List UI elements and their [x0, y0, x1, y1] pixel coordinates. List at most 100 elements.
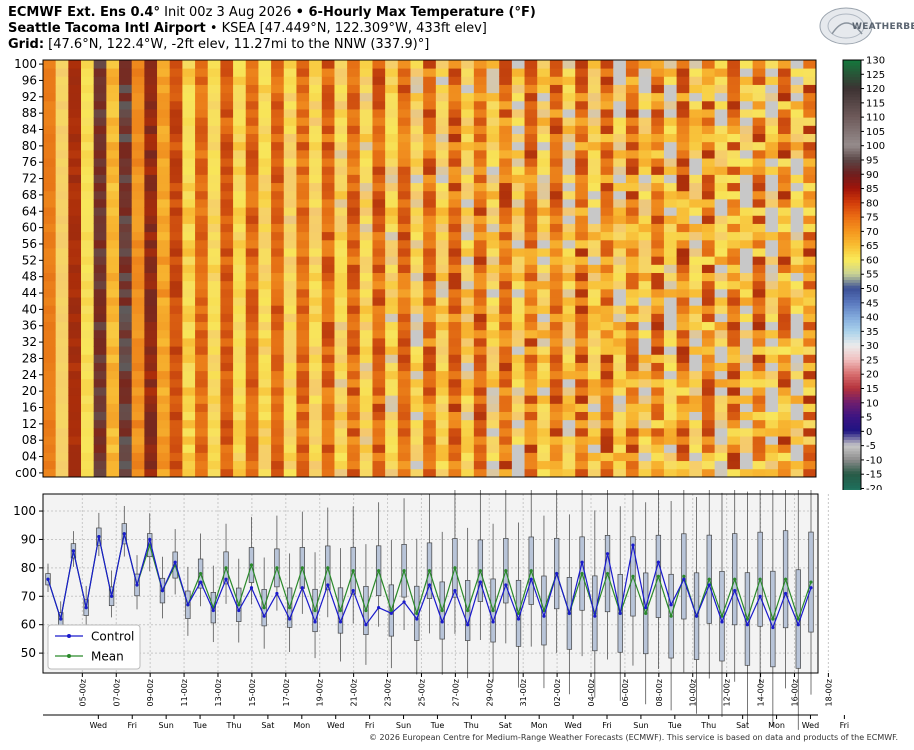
heatmap-cell	[81, 109, 95, 118]
plume-x-tick-label: 29-00z	[485, 679, 494, 706]
heatmap-cell	[537, 182, 551, 192]
heatmap-cell	[106, 395, 120, 404]
heatmap-cell	[739, 125, 754, 134]
heatmap-cell	[689, 452, 703, 462]
heatmap-cell	[93, 100, 107, 110]
heatmap-cell	[93, 109, 107, 118]
heatmap-cell	[169, 166, 183, 175]
heatmap-cell	[220, 68, 234, 77]
heatmap-cell	[144, 109, 158, 118]
heatmap-cell	[258, 125, 272, 134]
heatmap-cell	[271, 264, 285, 273]
heatmap-cell	[321, 288, 335, 298]
colorbar-segment	[843, 388, 861, 392]
heatmap-cell	[549, 321, 563, 331]
heatmap-y-tick-label: 96	[22, 73, 37, 87]
heatmap-cell	[182, 444, 196, 453]
day-label: Thu	[225, 721, 241, 730]
heatmap-cell	[359, 174, 373, 184]
heatmap-cell	[359, 460, 373, 470]
heatmap-cell	[714, 109, 728, 118]
heatmap-cell	[220, 419, 234, 429]
heatmap-cell	[689, 468, 703, 478]
heatmap-cell	[195, 362, 209, 372]
heatmap-cell	[397, 362, 411, 372]
colorbar-segment	[843, 228, 861, 232]
heatmap-cell	[777, 125, 792, 134]
heatmap-cell	[55, 305, 69, 314]
heatmap-cell	[790, 248, 804, 257]
heatmap-cell	[448, 174, 462, 184]
heatmap-cell	[81, 329, 95, 339]
heatmap-cell	[93, 362, 107, 372]
heatmap-cell	[55, 248, 69, 257]
heatmap-cell	[309, 149, 323, 159]
heatmap-cell	[385, 239, 399, 249]
heatmap-cell	[43, 182, 57, 192]
heatmap-cell	[613, 403, 627, 412]
heatmap-cell	[93, 264, 107, 273]
heatmap-cell	[93, 338, 107, 347]
heatmap-cell	[157, 362, 171, 372]
heatmap-cell	[283, 403, 297, 412]
mean-point	[669, 614, 673, 618]
heatmap-cell	[283, 419, 297, 429]
heatmap-cell	[271, 346, 285, 355]
heatmap-cell	[600, 288, 614, 298]
heatmap-cell	[613, 354, 627, 363]
heatmap-cell	[220, 411, 234, 421]
heatmap-cell	[271, 411, 285, 421]
heatmap-cell	[283, 223, 297, 233]
colorbar-segment	[843, 265, 861, 270]
plume-x-tick-label: 05-00z	[78, 679, 87, 706]
heatmap-cell	[777, 199, 792, 208]
heatmap-cell	[790, 280, 804, 290]
heatmap-cell	[461, 117, 475, 126]
heatmap-cell	[271, 329, 285, 339]
heatmap-cell	[752, 338, 766, 347]
heatmap-cell	[233, 199, 247, 208]
heatmap-cell	[676, 346, 690, 355]
heatmap-cell	[220, 190, 234, 200]
heatmap-y-tick-label: 28	[22, 351, 37, 365]
heatmap-cell	[296, 100, 310, 110]
heatmap-cell	[663, 199, 677, 208]
heatmap-cell	[663, 321, 677, 331]
heatmap-cell	[549, 403, 563, 412]
heatmap-cell	[321, 354, 335, 363]
plume-x-tick-label: 27-00z	[451, 679, 460, 706]
heatmap-cell	[777, 452, 792, 462]
heatmap-cell	[461, 182, 475, 192]
heatmap-cell	[119, 117, 133, 126]
colorbar-segment	[843, 139, 861, 144]
heatmap-cell	[195, 436, 209, 445]
heatmap-cell	[131, 419, 145, 429]
heatmap-cell	[689, 329, 703, 339]
heatmap-cell	[511, 117, 525, 126]
heatmap-cell	[397, 370, 411, 380]
heatmap-cell	[663, 436, 677, 445]
heatmap-cell	[651, 387, 665, 396]
heatmap-cell	[587, 60, 601, 69]
heatmap-cell	[207, 444, 221, 453]
heatmap-cell	[714, 256, 728, 265]
heatmap-cell	[651, 280, 665, 290]
heatmap-cell	[55, 362, 69, 372]
heatmap-cell	[106, 223, 120, 233]
heatmap-cell	[625, 100, 639, 110]
plume-x-tick-label: 16-00z	[790, 679, 799, 706]
heatmap-cell	[372, 403, 386, 412]
heatmap-cell	[511, 207, 525, 216]
heatmap-cell	[131, 174, 145, 184]
heatmap-cell	[537, 468, 551, 478]
heatmap-cell	[689, 280, 703, 290]
control-point	[71, 549, 76, 553]
heatmap-cell	[473, 297, 487, 306]
heatmap-cell	[765, 76, 779, 85]
heatmap-cell	[663, 117, 677, 126]
heatmap-cell	[461, 174, 475, 184]
heatmap-cell	[625, 403, 639, 412]
heatmap-cell	[752, 264, 766, 273]
heatmap-cell	[271, 174, 285, 184]
heatmap-cell	[461, 444, 475, 453]
